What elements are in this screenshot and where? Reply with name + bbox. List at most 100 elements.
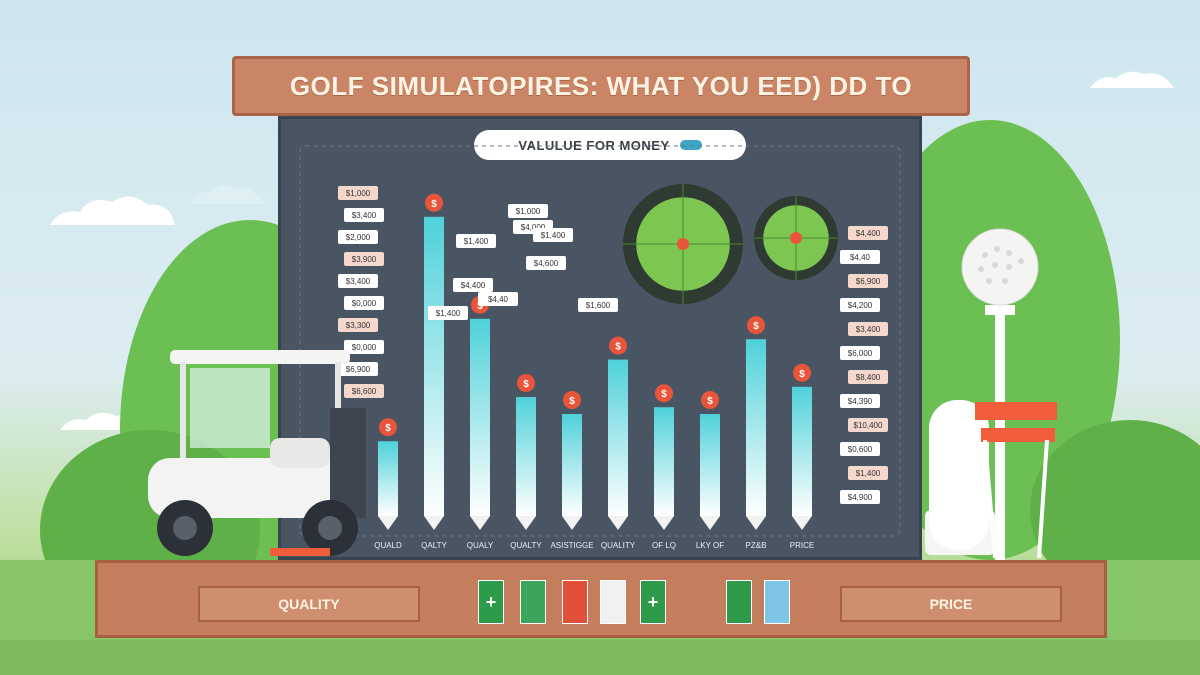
dollar-coin-glyph: $ xyxy=(661,389,667,400)
plus-icon-2[interactable]: + xyxy=(640,580,666,624)
target-center-1 xyxy=(790,232,802,244)
dollar-coin-icon xyxy=(655,384,673,403)
dollar-coin-glyph: $ xyxy=(569,396,575,407)
price-tag-left: $0,000 xyxy=(352,299,377,308)
chart-frame xyxy=(299,145,901,537)
price-label: PRICE xyxy=(929,596,973,612)
bar xyxy=(516,397,536,516)
price-tag-right: $6,000 xyxy=(848,349,873,358)
price-tag-left-bg xyxy=(344,208,384,222)
dollar-coin-glyph: $ xyxy=(523,379,529,390)
chart-x-labels: QUALD QALTY QUALY QUALTY ASISTIGGE QUALITY OF … xyxy=(374,541,814,550)
price-tag-mid: $1,400 xyxy=(436,309,461,318)
dollar-coin-glyph: $ xyxy=(385,423,391,434)
price-tag-left-bg xyxy=(338,230,378,244)
plus-icon[interactable]: + xyxy=(478,580,504,624)
dollar-coin-icon xyxy=(517,374,535,392)
price-tag-left: $3,900 xyxy=(352,255,377,264)
price-tag-left-bg xyxy=(338,362,378,376)
price-tag-mid: $4,000 xyxy=(521,223,546,232)
price-tag-right: $0,600 xyxy=(848,445,873,454)
quality-button[interactable]: QUALITY xyxy=(198,586,420,622)
price-tag-mid: $4,600 xyxy=(534,259,559,268)
bar xyxy=(700,414,720,516)
price-tag-right: $3,400 xyxy=(856,325,881,334)
pill-label: VALULUE FOR MONEY xyxy=(518,137,670,153)
x-tick-label: OF LQ xyxy=(652,541,676,550)
dollar-coin-icon xyxy=(425,193,443,212)
bar-arrow xyxy=(470,516,490,530)
price-tag-left-bg xyxy=(344,340,384,354)
price-tag-right: $4,400 xyxy=(856,229,881,238)
bar xyxy=(746,339,766,516)
bar xyxy=(424,216,444,517)
price-tag-mid: $4,400 xyxy=(461,281,486,290)
title-banner: GOLF SIMULATOPIRES: WHAT YOU EED) DD TO xyxy=(232,56,970,116)
bar xyxy=(378,441,398,516)
price-tag-right-bg xyxy=(848,466,888,480)
price-tag-right: $4,390 xyxy=(848,397,873,406)
price-tag-mid: $1,400 xyxy=(541,231,566,240)
price-tag-left-bg xyxy=(338,318,378,332)
bar-arrow xyxy=(792,516,812,530)
dollar-coin-glyph: $ xyxy=(431,199,437,210)
price-tag-left-bg xyxy=(338,274,378,288)
price-tag-right: $10,400 xyxy=(854,421,883,430)
chip-dark-green xyxy=(726,580,752,624)
price-tag-right: $8,400 xyxy=(856,373,881,382)
x-tick-label: PZ&B xyxy=(746,541,767,550)
dollar-coin-icon xyxy=(563,391,581,409)
price-button[interactable]: PRICE xyxy=(840,586,1062,622)
chart-bars: $ $ $ $ $ $ $ $ $ $ xyxy=(378,193,812,530)
price-tag-left: $3,400 xyxy=(346,277,371,286)
quality-label: QUALITY xyxy=(278,596,340,612)
bar-arrow xyxy=(424,516,444,530)
price-tag-right-bg xyxy=(848,322,888,336)
price-tag-mid-bg xyxy=(478,292,518,306)
chart-title: GOLF SIMULATOPIRES: WHAT YOU EED) DD TO xyxy=(289,70,913,101)
price-tag-mid: $1,600 xyxy=(586,301,611,310)
price-tag-mid-bg xyxy=(508,204,548,218)
price-tag-left: $6,900 xyxy=(346,365,371,374)
price-tag-mid-bg xyxy=(533,228,573,242)
bar-chart: $ $ $ $ $ $ $ $ $ $ QUALD QALTY QUALY QUALTY ASISTIGG… xyxy=(299,145,901,550)
dollar-coin-icon xyxy=(379,418,397,437)
price-tag-left: $3,300 xyxy=(346,321,371,330)
dollar-coin-glyph: $ xyxy=(753,321,759,332)
price-tag-left: $2,000 xyxy=(346,233,371,242)
golf-cart-icon xyxy=(148,350,366,556)
x-tick-label: QUALY xyxy=(467,541,494,550)
dollar-coin-icon xyxy=(793,363,811,382)
price-tag-mid: $1,000 xyxy=(516,207,541,216)
dollar-coin-icon xyxy=(609,336,627,355)
bar xyxy=(608,359,628,516)
bar-arrow xyxy=(700,516,720,530)
dollar-coin-icon xyxy=(701,391,719,409)
price-tag-right-bg xyxy=(848,418,888,432)
price-tag-right-bg xyxy=(840,394,880,408)
x-tick-label: QUALTY xyxy=(510,541,542,550)
price-tag-right-bg xyxy=(848,226,888,240)
target-center-0 xyxy=(677,238,689,250)
price-tag-right-bg xyxy=(840,442,880,456)
price-tag-left-bg xyxy=(338,186,378,200)
price-tag-mid: $4,40 xyxy=(488,295,509,304)
value-for-money-pill: VALULUE FOR MONEY xyxy=(474,130,746,160)
grass-stripe xyxy=(0,640,1200,675)
chart-board xyxy=(278,116,922,560)
bar-arrow xyxy=(378,516,398,530)
price-tag-right-bg xyxy=(840,250,880,264)
dollar-coin-glyph: $ xyxy=(799,369,805,380)
price-tag-mid-bg xyxy=(453,278,493,292)
price-tag-left: $1,000 xyxy=(346,189,371,198)
chart-price-tags: $1,000 $3,400 $2,000 $3,900 $3,400 $0,000 $3,3… xyxy=(338,186,888,504)
bar-arrow xyxy=(654,516,674,530)
price-tag-right-bg xyxy=(848,274,888,288)
price-tag-left-bg xyxy=(344,384,384,398)
price-tag-right-bg xyxy=(840,298,880,312)
price-tag-left: $3,400 xyxy=(352,211,377,220)
pill-indicator xyxy=(679,140,702,150)
bar-arrow xyxy=(516,516,536,530)
bar-arrow xyxy=(746,516,766,530)
chart-decoration xyxy=(299,145,901,537)
